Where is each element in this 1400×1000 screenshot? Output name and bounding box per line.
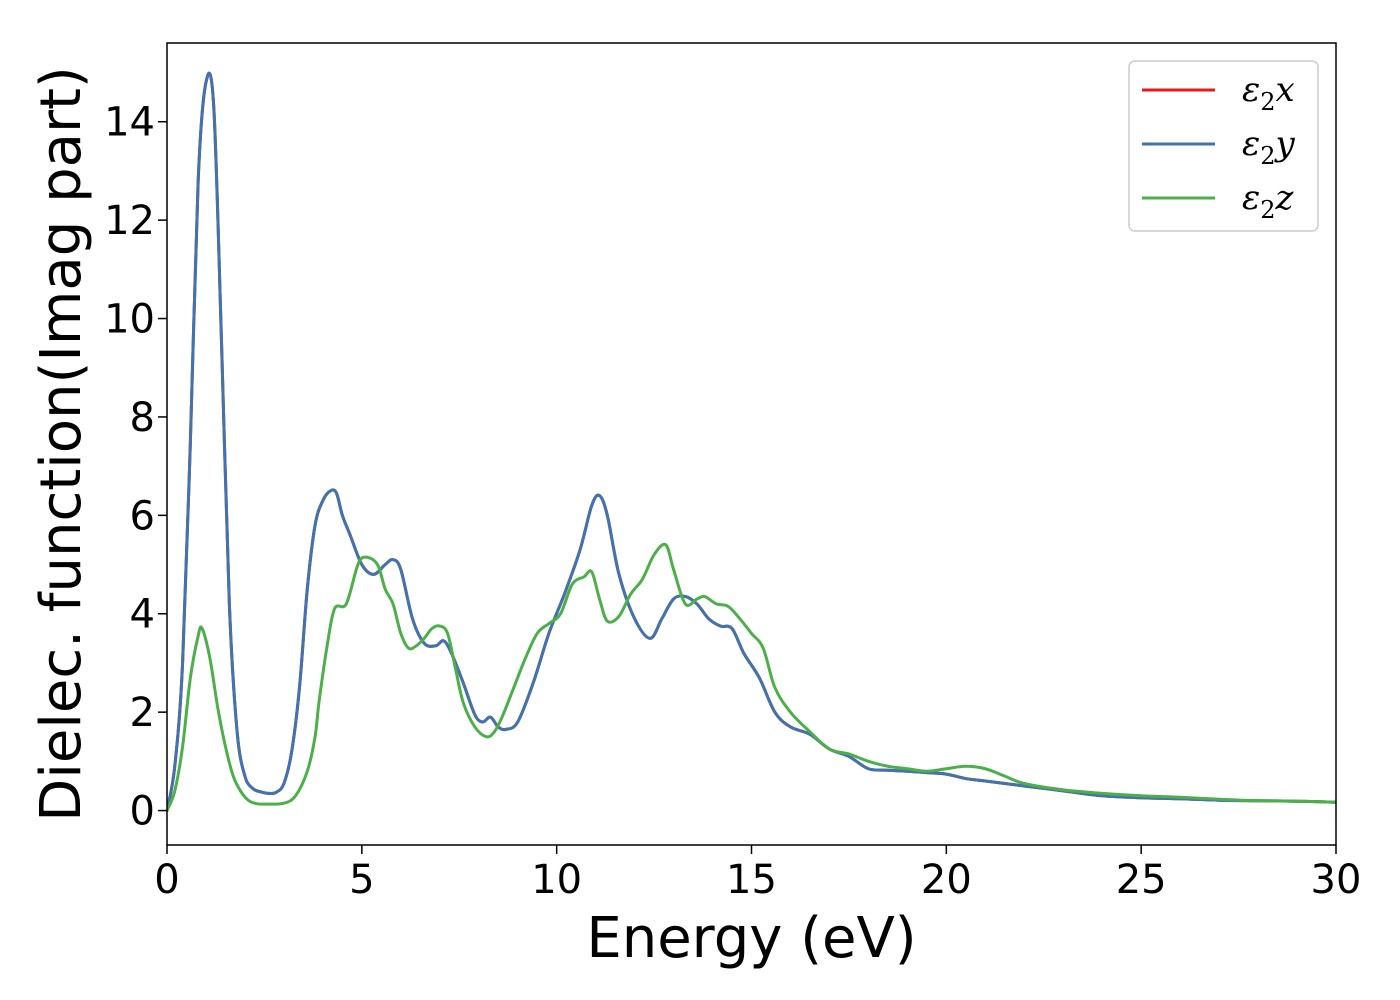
series-line-3 [167,542,1336,813]
x-tick-label: 10 [531,857,582,903]
legend-label-2: ε2y [1242,124,1296,170]
y-axis-label: Dielec. function(Imag part) [29,66,94,822]
y-tick-label: 8 [130,395,155,441]
series-lines [167,71,1336,813]
legend-label-3: ε2z [1242,178,1295,224]
x-tick-label: 0 [154,857,179,903]
x-tick-label: 30 [1311,857,1362,903]
x-axis-label: Energy (eV) [586,906,916,971]
y-tick-label: 10 [104,297,155,343]
y-tick-label: 2 [130,690,155,736]
y-tick-label: 6 [130,493,155,539]
axis-ticks: 0 5 10 15 20 25 30 0 2 4 6 8 10 12 14 [104,100,1361,903]
x-tick-label: 5 [349,857,374,903]
x-tick-label: 25 [1116,857,1167,903]
y-tick-label: 4 [130,592,155,638]
legend: ε2x ε2y ε2z [1128,60,1319,232]
y-tick-label: 14 [104,100,155,146]
y-tick-label: 12 [104,198,155,244]
x-tick-label: 15 [726,857,777,903]
legend-box [1128,60,1319,232]
y-tick-label: 0 [130,789,155,835]
legend-label-1: ε2x [1242,70,1295,116]
series-line-2 [167,71,1336,813]
x-tick-label: 20 [921,857,972,903]
